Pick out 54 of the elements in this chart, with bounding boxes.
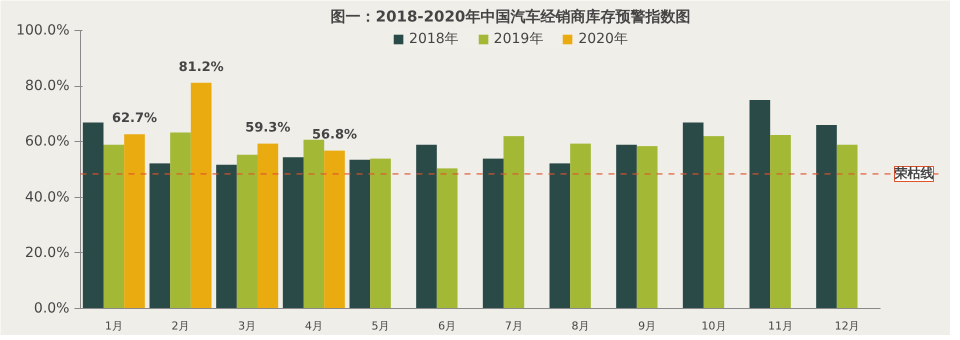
bar (616, 144, 637, 308)
bar (190, 82, 212, 308)
x-tick-label: 10月 (701, 320, 726, 332)
bar (436, 168, 458, 308)
bar (770, 135, 791, 308)
bar (482, 158, 504, 308)
y-tick-label: 20.0% (25, 244, 70, 261)
x-tick-label: 11月 (768, 320, 793, 332)
y-tick-label: 60.0% (25, 134, 70, 150)
x-tick-label: 2月 (172, 320, 190, 332)
bar (504, 136, 524, 308)
chart-title: 图一：2018-2020年中国汽车经销商库存预警指数图 (330, 8, 690, 26)
bar (324, 150, 345, 308)
y-tick-label: 80.0% (25, 78, 70, 94)
y-tick-label: 100.0% (16, 22, 70, 38)
bar (550, 163, 570, 308)
legend-label: 2020年 (578, 30, 628, 48)
x-tick-label: 12月 (834, 320, 860, 332)
x-tick-label: 9月 (638, 320, 656, 332)
bar (170, 132, 191, 308)
x-tick-label: 3月 (238, 320, 256, 332)
data-label: 81.2% (178, 60, 224, 75)
bar (82, 122, 104, 308)
y-tick-label: 40.0% (25, 189, 70, 206)
x-tick-label: 4月 (304, 320, 323, 332)
x-tick-label: 1月 (104, 320, 123, 332)
bar (304, 140, 324, 308)
bar (416, 144, 437, 308)
legend-label: 2019年 (494, 30, 544, 48)
bar (570, 144, 591, 308)
data-label: 62.7% (112, 111, 158, 126)
bar (258, 144, 278, 308)
x-tick-label: 8月 (572, 320, 590, 332)
bar (704, 136, 724, 308)
bar (282, 157, 304, 308)
bar (216, 164, 237, 308)
x-tick-label: 6月 (438, 320, 456, 332)
bar (836, 144, 858, 308)
x-tick-label: 5月 (372, 320, 390, 332)
bar (750, 100, 770, 308)
bar (370, 158, 391, 308)
data-label: 56.8% (312, 128, 358, 143)
bar (636, 146, 658, 308)
bar (816, 125, 837, 308)
bar (150, 163, 170, 308)
bar (682, 122, 704, 308)
bar (124, 134, 145, 308)
bar (104, 144, 124, 308)
x-tick-label: 7月 (504, 320, 523, 332)
bar (236, 154, 258, 308)
bar (350, 160, 370, 308)
y-tick-label: 0.0% (34, 300, 70, 316)
legend-label: 2018年 (409, 30, 459, 48)
data-label: 59.3% (245, 120, 290, 136)
